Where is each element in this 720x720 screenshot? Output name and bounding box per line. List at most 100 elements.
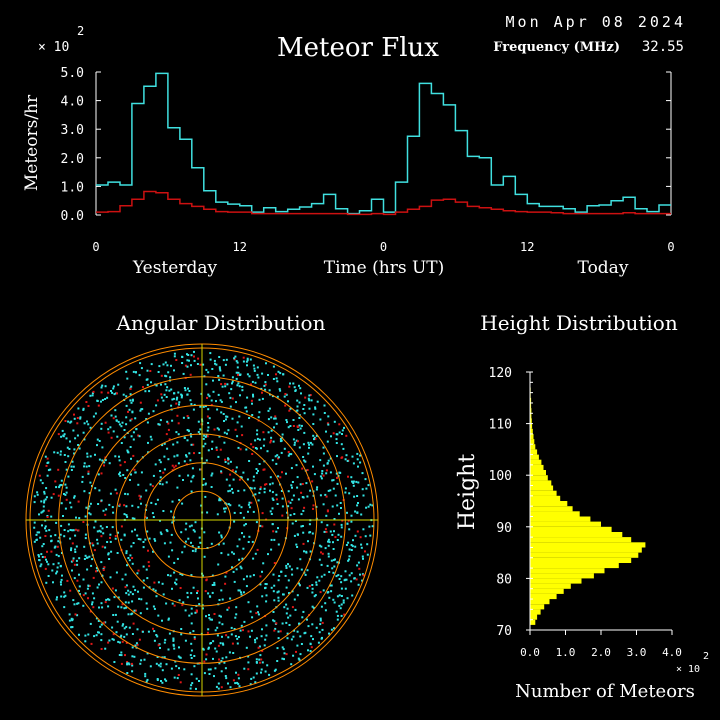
angular-point: [238, 685, 241, 688]
angular-point: [219, 499, 222, 502]
angular-point: [137, 506, 140, 509]
height-bar: [530, 578, 582, 584]
angular-point: [173, 676, 176, 679]
angular-point: [127, 601, 130, 604]
angular-point: [156, 399, 159, 402]
angular-point: [190, 649, 193, 652]
angular-point: [116, 435, 119, 438]
angular-point: [325, 469, 328, 472]
angular-point: [250, 501, 253, 504]
angular-point: [199, 405, 202, 408]
angular-point: [129, 393, 132, 396]
angular-point: [63, 591, 66, 594]
angular-point: [146, 421, 149, 424]
height-x-tick-label: 1.0: [556, 646, 576, 659]
angular-point: [296, 486, 299, 489]
angular-point: [41, 510, 44, 513]
angular-point: [88, 465, 91, 468]
angular-point: [178, 499, 181, 501]
angular-point: [330, 435, 332, 438]
angular-point: [123, 635, 126, 638]
angular-point: [120, 425, 123, 428]
angular-point: [266, 664, 269, 667]
angular-point: [359, 461, 362, 464]
angular-point: [84, 634, 87, 637]
angular-point: [154, 589, 157, 592]
angular-point: [166, 447, 169, 450]
angular-point: [100, 499, 103, 502]
angular-point: [209, 352, 212, 355]
angular-point: [273, 599, 276, 602]
angular-point: [242, 516, 245, 519]
angular-point: [216, 427, 219, 430]
angular-point: [231, 376, 234, 379]
angular-point: [239, 629, 242, 632]
angular-point: [308, 407, 311, 410]
height-bar: [530, 599, 550, 605]
angular-point: [96, 542, 99, 545]
angular-point: [65, 498, 68, 501]
angular-point: [263, 491, 266, 494]
angular-point: [241, 532, 243, 535]
angular-point: [296, 644, 299, 647]
angular-point: [265, 624, 268, 627]
angular-point: [220, 660, 223, 662]
angular-point: [135, 642, 138, 645]
angular-point: [87, 584, 90, 587]
angular-point: [99, 530, 102, 533]
angular-point: [251, 414, 254, 416]
angular-point: [181, 573, 184, 576]
angular-point: [74, 613, 77, 616]
angular-point: [188, 525, 191, 528]
angular-point: [232, 679, 235, 682]
angular-point: [337, 533, 340, 536]
angular-point: [352, 482, 355, 484]
angular-point: [331, 533, 334, 536]
angular-point: [293, 534, 296, 537]
angular-point: [336, 433, 339, 436]
angular-point: [249, 683, 252, 686]
angular-point: [131, 504, 134, 507]
angular-point: [255, 447, 258, 450]
angular-point: [104, 546, 107, 549]
angular-point: [357, 583, 360, 586]
height-bar: [530, 418, 532, 424]
angular-point: [284, 393, 287, 395]
height-bar: [530, 485, 554, 491]
angular-point: [216, 513, 219, 516]
angular-point: [70, 549, 72, 552]
angular-point: [280, 490, 283, 492]
angular-point: [165, 389, 168, 392]
angular-point: [223, 431, 226, 434]
angular-point: [334, 558, 336, 561]
angular-point: [108, 639, 111, 642]
angular-point: [255, 637, 258, 640]
angular-point: [106, 396, 109, 399]
angular-point: [158, 423, 161, 426]
angular-point: [97, 631, 99, 634]
angular-point: [190, 607, 193, 610]
angular-point: [179, 656, 182, 659]
angular-point: [241, 434, 244, 437]
angular-point: [62, 435, 65, 438]
angular-point: [311, 532, 314, 535]
angular-point: [91, 601, 94, 604]
angular-point: [125, 416, 128, 419]
angular-point: [236, 361, 239, 364]
angular-point: [55, 553, 58, 556]
angular-point: [314, 437, 317, 440]
height-bar: [530, 423, 533, 429]
angular-point: [135, 428, 138, 430]
angular-point: [164, 361, 167, 364]
angular-point: [147, 412, 150, 415]
angular-point: [187, 474, 190, 477]
angular-point: [230, 388, 233, 391]
angular-point: [116, 392, 118, 395]
angular-point: [231, 382, 233, 385]
angular-point: [120, 651, 123, 654]
angular-point: [318, 631, 321, 634]
angular-point: [276, 395, 279, 398]
angular-point: [287, 454, 290, 457]
angular-point: [226, 383, 229, 386]
angular-point: [125, 552, 128, 555]
